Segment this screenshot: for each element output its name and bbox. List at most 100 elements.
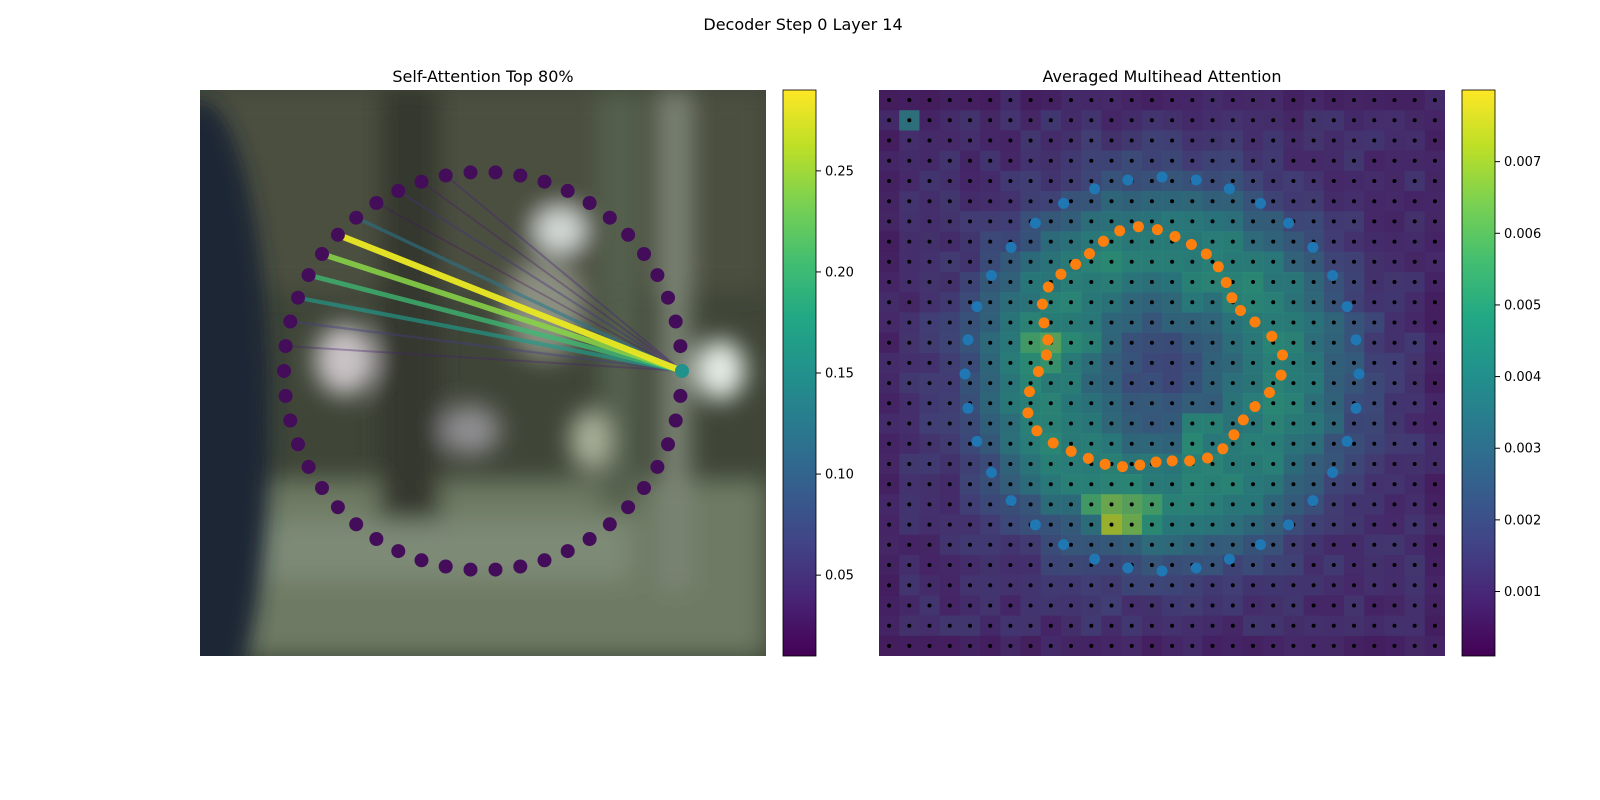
grid-point	[968, 381, 972, 386]
grid-point	[1352, 118, 1356, 123]
grid-point	[1109, 98, 1114, 103]
grid-point	[1251, 441, 1255, 446]
attention-point	[537, 553, 552, 568]
grid-point	[1372, 98, 1377, 103]
grid-point	[1230, 320, 1235, 325]
grid-point	[1048, 300, 1053, 305]
grid-point	[887, 118, 892, 123]
grid-point	[1432, 482, 1437, 487]
grid-point	[1069, 381, 1073, 386]
inner-ring-point	[1132, 221, 1144, 233]
grid-point	[968, 522, 972, 527]
grid-point	[1392, 502, 1397, 507]
grid-point	[1210, 401, 1215, 406]
grid-point	[1432, 643, 1437, 648]
grid-point	[1149, 563, 1154, 567]
outer-ring-point	[1058, 539, 1069, 551]
grid-point	[1028, 300, 1033, 305]
grid-point	[1392, 239, 1397, 244]
grid-point	[1089, 623, 1094, 628]
inner-ring-point	[1032, 366, 1044, 377]
grid-point	[947, 300, 952, 305]
grid-point	[1069, 158, 1073, 163]
colorbar-tick-label: 0.05	[825, 569, 854, 584]
grid-point	[1251, 360, 1255, 365]
grid-point	[1372, 280, 1377, 284]
outer-ring-point	[959, 368, 971, 380]
outer-ring-point	[1353, 368, 1365, 380]
grid-point	[1412, 360, 1417, 365]
colorbar-tick-label: 0.004	[1504, 370, 1541, 385]
outer-ring-point	[1341, 435, 1353, 447]
grid-point	[1230, 522, 1235, 527]
grid-point	[1008, 118, 1013, 123]
grid-point	[1190, 300, 1195, 305]
grid-point	[1069, 643, 1073, 648]
grid-point	[1008, 360, 1013, 365]
outer-ring-point	[1327, 270, 1339, 281]
attention-edge	[290, 320, 683, 373]
grid-point	[1109, 360, 1114, 365]
grid-point	[1210, 179, 1215, 183]
attention-edge	[297, 295, 683, 374]
grid-point	[947, 340, 952, 345]
grid-point	[1089, 259, 1094, 264]
grid-point	[887, 138, 892, 143]
grid-point	[968, 563, 972, 567]
inner-ring-point	[1041, 349, 1052, 361]
grid-point	[1069, 401, 1073, 406]
grid-point	[1210, 462, 1215, 466]
grid-point	[1129, 643, 1134, 648]
grid-point	[1392, 300, 1397, 305]
grid-point	[1149, 522, 1154, 527]
grid-point	[1008, 603, 1013, 608]
grid-point	[1048, 542, 1053, 547]
grid-point	[1251, 381, 1255, 386]
attention-point	[650, 459, 665, 474]
grid-point	[1432, 462, 1437, 466]
grid-point	[1311, 542, 1316, 547]
grid-point	[1412, 158, 1417, 163]
grid-point	[988, 583, 993, 588]
grid-point	[1149, 583, 1154, 588]
grid-point	[1331, 643, 1336, 648]
grid-point	[1008, 401, 1013, 406]
grid-point	[1210, 482, 1215, 487]
outer-ring-point	[1341, 301, 1353, 313]
outer-ring-point	[1005, 495, 1017, 507]
grid-point	[968, 441, 972, 446]
figure-suptitle: Decoder Step 0 Layer 14	[703, 15, 902, 34]
grid-point	[1352, 219, 1356, 224]
grid-point	[1149, 98, 1154, 103]
grid-point	[1271, 219, 1276, 224]
grid-point	[1311, 563, 1316, 567]
left-panel-title: Self-Attention Top 80%	[392, 67, 573, 86]
grid-point	[1109, 502, 1114, 507]
grid-point	[1412, 623, 1417, 628]
grid-point	[1412, 401, 1417, 406]
grid-point	[1432, 98, 1437, 103]
grid-point	[1372, 381, 1377, 386]
grid-point	[1210, 421, 1215, 426]
grid-point	[1008, 482, 1013, 487]
grid-point	[1089, 219, 1094, 224]
grid-point	[1372, 401, 1377, 406]
grid-point	[1190, 421, 1195, 426]
grid-point	[1190, 502, 1195, 507]
grid-point	[927, 199, 932, 204]
attention-point	[369, 196, 384, 210]
grid-point	[988, 522, 993, 527]
grid-point	[1069, 603, 1073, 608]
grid-point	[1129, 320, 1134, 325]
outer-ring-point	[1156, 565, 1168, 577]
grid-point	[1170, 583, 1175, 588]
grid-point	[1251, 280, 1255, 284]
grid-point	[1412, 280, 1417, 284]
grid-point	[1311, 300, 1316, 305]
grid-point	[968, 158, 972, 163]
grid-point	[1149, 138, 1154, 143]
grid-point	[1251, 623, 1255, 628]
grid-point	[1412, 98, 1417, 103]
grid-point	[1392, 421, 1397, 426]
inner-ring-point	[1264, 387, 1275, 398]
